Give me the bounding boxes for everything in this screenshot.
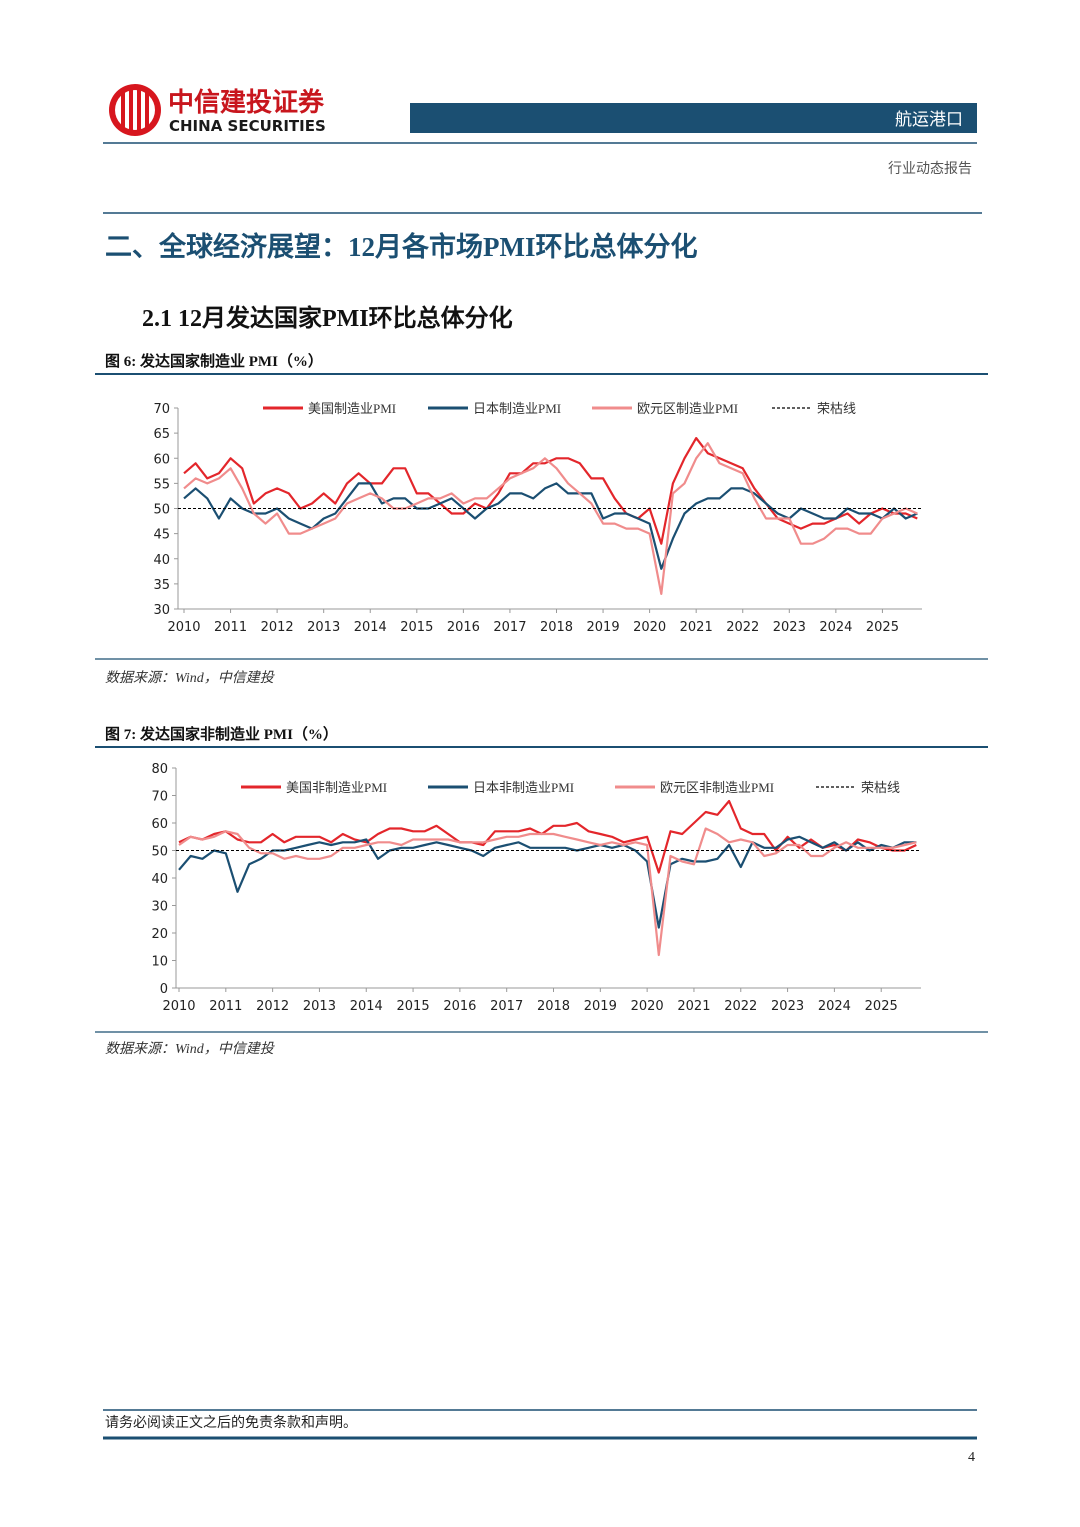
x-tick-label: 2020 <box>631 999 664 1014</box>
x-tick-label: 2021 <box>677 999 710 1014</box>
x-tick-label: 2022 <box>726 620 759 635</box>
x-tick-label: 2014 <box>350 999 383 1014</box>
y-tick-label: 70 <box>153 402 170 417</box>
legend-label: 美国非制造业PMI <box>286 780 387 795</box>
x-tick-label: 2023 <box>773 620 806 635</box>
x-tick-label: 2012 <box>256 999 289 1014</box>
x-tick-label: 2016 <box>447 620 480 635</box>
figure-caption: 图 7: 发达国家非制造业 PMI（%） <box>105 725 338 743</box>
x-tick-label: 2011 <box>214 620 247 635</box>
y-tick-label: 55 <box>153 477 170 492</box>
x-tick-label: 2019 <box>584 999 617 1014</box>
y-tick-label: 70 <box>151 790 168 805</box>
legend-label: 荣枯线 <box>817 401 856 416</box>
x-tick-label: 2022 <box>724 999 757 1014</box>
source-note: 数据来源：Wind，中信建投 <box>105 1041 276 1057</box>
legend-label: 欧元区制造业PMI <box>637 401 738 416</box>
series-line <box>178 799 917 874</box>
y-tick-label: 45 <box>153 528 170 543</box>
x-tick-label: 2020 <box>633 620 666 635</box>
y-tick-label: 30 <box>151 900 168 915</box>
x-tick-label: 2012 <box>261 620 294 635</box>
x-tick-label: 2010 <box>162 999 195 1014</box>
x-tick-label: 2025 <box>865 999 898 1014</box>
company-name: 中信建投证券 <box>168 88 325 118</box>
page-number: 4 <box>968 1450 975 1465</box>
x-tick-label: 2018 <box>537 999 570 1014</box>
series-line <box>178 835 917 929</box>
x-tick-label: 2017 <box>493 620 526 635</box>
y-tick-label: 10 <box>151 955 168 970</box>
x-tick-label: 2023 <box>771 999 804 1014</box>
x-tick-label: 2013 <box>307 620 340 635</box>
y-tick-label: 60 <box>151 817 168 832</box>
y-tick-label: 65 <box>153 427 170 442</box>
y-tick-label: 35 <box>153 578 170 593</box>
legend-label: 欧元区非制造业PMI <box>660 780 774 795</box>
report-type: 行业动态报告 <box>888 161 972 177</box>
y-tick-label: 60 <box>153 452 170 467</box>
y-tick-label: 30 <box>153 603 170 618</box>
section-title: 二、全球经济展望：12月各市场PMI环比总体分化 <box>105 231 697 262</box>
x-tick-label: 2010 <box>167 620 200 635</box>
y-tick-label: 50 <box>153 503 170 518</box>
series-line <box>183 482 918 570</box>
x-tick-label: 2021 <box>680 620 713 635</box>
x-tick-label: 2016 <box>443 999 476 1014</box>
company-name-en: CHINA SECURITIES <box>169 117 326 135</box>
x-tick-label: 2017 <box>490 999 523 1014</box>
legend-label: 荣枯线 <box>861 780 900 795</box>
x-tick-label: 2019 <box>587 620 620 635</box>
y-tick-label: 0 <box>160 982 168 997</box>
x-tick-label: 2024 <box>818 999 851 1014</box>
figure-caption: 图 6: 发达国家制造业 PMI（%） <box>105 352 323 370</box>
source-note: 数据来源：Wind，中信建投 <box>105 670 276 686</box>
legend-label: 日本制造业PMI <box>473 401 561 416</box>
x-tick-label: 2018 <box>540 620 573 635</box>
y-tick-label: 20 <box>151 927 168 942</box>
y-tick-label: 40 <box>151 872 168 887</box>
y-tick-label: 50 <box>151 845 168 860</box>
x-tick-label: 2025 <box>866 620 899 635</box>
x-tick-label: 2024 <box>819 620 852 635</box>
x-tick-label: 2015 <box>400 620 433 635</box>
series-line <box>178 827 917 957</box>
logo <box>109 84 161 136</box>
x-tick-label: 2015 <box>397 999 430 1014</box>
x-tick-label: 2014 <box>354 620 387 635</box>
x-tick-label: 2013 <box>303 999 336 1014</box>
disclaimer: 请务必阅读正文之后的免责条款和声明。 <box>105 1414 357 1431</box>
legend-label: 美国制造业PMI <box>308 401 396 416</box>
legend-label: 日本非制造业PMI <box>473 780 574 795</box>
sector: 航运港口 <box>895 110 963 130</box>
series-line <box>183 437 918 545</box>
subsection-title: 2.1 12月发达国家PMI环比总体分化 <box>142 304 513 332</box>
y-tick-label: 40 <box>153 553 170 568</box>
x-tick-label: 2011 <box>209 999 242 1014</box>
sector-bar <box>410 103 977 133</box>
series-line <box>183 442 918 595</box>
y-tick-label: 80 <box>151 762 168 777</box>
